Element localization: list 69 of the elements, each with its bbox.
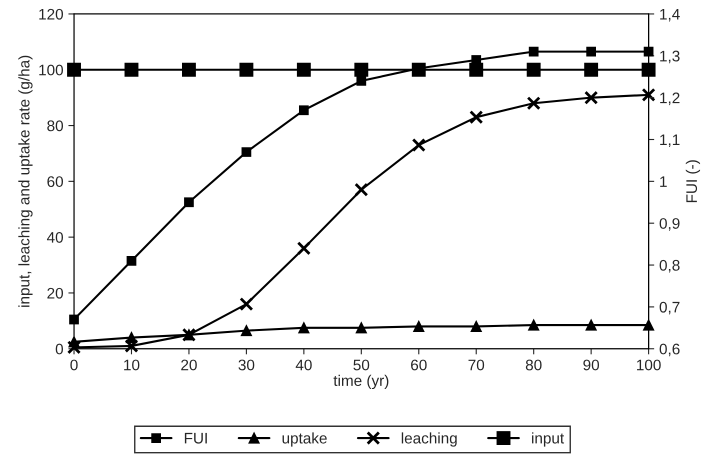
y2-tick-label: 1,3: [660, 50, 680, 64]
point: [356, 76, 366, 86]
point: [298, 105, 309, 116]
point: [182, 62, 196, 77]
point: [412, 138, 426, 152]
point: [239, 62, 254, 77]
x-tick-label: 90: [583, 360, 600, 370]
y2-tick-label: 1,4: [660, 8, 680, 22]
point: [242, 147, 252, 157]
point: [354, 62, 368, 77]
point: [124, 62, 138, 77]
point: [528, 46, 539, 56]
x-axis-title: time (yr): [334, 374, 388, 390]
point: [586, 319, 597, 331]
point: [586, 46, 596, 56]
y2-tick-label: 1: [660, 176, 667, 187]
point: [296, 62, 311, 77]
x-tick-label: 10: [124, 360, 140, 370]
point: [240, 325, 252, 336]
point: [470, 320, 482, 332]
point: [584, 62, 598, 77]
y-tick-label: 80: [47, 120, 64, 132]
legend-label: FUI: [184, 432, 207, 444]
point: [469, 110, 484, 124]
y-axis-title: input, leaching and uptake rate (g/ha): [18, 56, 33, 307]
point: [356, 322, 367, 334]
point: [296, 241, 311, 256]
point: [584, 90, 598, 105]
x-tick-label: 40: [296, 360, 312, 370]
point: [239, 297, 254, 312]
x-tick-label: 30: [238, 360, 254, 370]
y2-tick-label: 0,8: [660, 260, 680, 273]
x-tick-label: 20: [181, 360, 197, 370]
y2-axis-title: FUI (-): [686, 160, 700, 202]
x-tick-label: 60: [411, 360, 427, 370]
point: [298, 322, 310, 334]
point: [526, 96, 541, 110]
y-tick-label: 120: [39, 8, 64, 20]
y-tick-label: 60: [47, 176, 64, 188]
y2-tick-label: 0,9: [660, 218, 680, 231]
x-tick-label: 80: [526, 360, 542, 370]
x-tick-label: 100: [637, 360, 661, 370]
point: [642, 62, 656, 77]
legend-label: leaching: [402, 432, 457, 447]
point: [67, 340, 81, 354]
point: [644, 46, 654, 56]
legend-label: input: [532, 432, 564, 447]
y2-tick-label: 0,6: [660, 344, 680, 356]
y2-tick-label: 1,2: [660, 92, 680, 106]
point: [124, 339, 138, 353]
point: [69, 314, 79, 324]
y2-tick-label: 0,7: [660, 302, 680, 314]
point: [126, 256, 136, 266]
y-tick-label: 40: [46, 232, 64, 243]
point: [528, 319, 540, 331]
y2-tick-label: 1,1: [660, 134, 680, 147]
point: [354, 182, 368, 197]
y-tick-label: 0: [56, 344, 64, 354]
point: [526, 62, 541, 77]
y-tick-label: 20: [47, 288, 64, 299]
point: [642, 88, 656, 102]
x-tick-label: 50: [353, 360, 370, 370]
point: [67, 62, 81, 77]
legend-label: uptake: [282, 432, 327, 447]
x-tick-label: 70: [468, 360, 484, 370]
y-tick-label: 100: [39, 64, 64, 76]
x-tick-label: 0: [70, 360, 78, 370]
point: [413, 320, 424, 332]
point: [184, 197, 194, 208]
